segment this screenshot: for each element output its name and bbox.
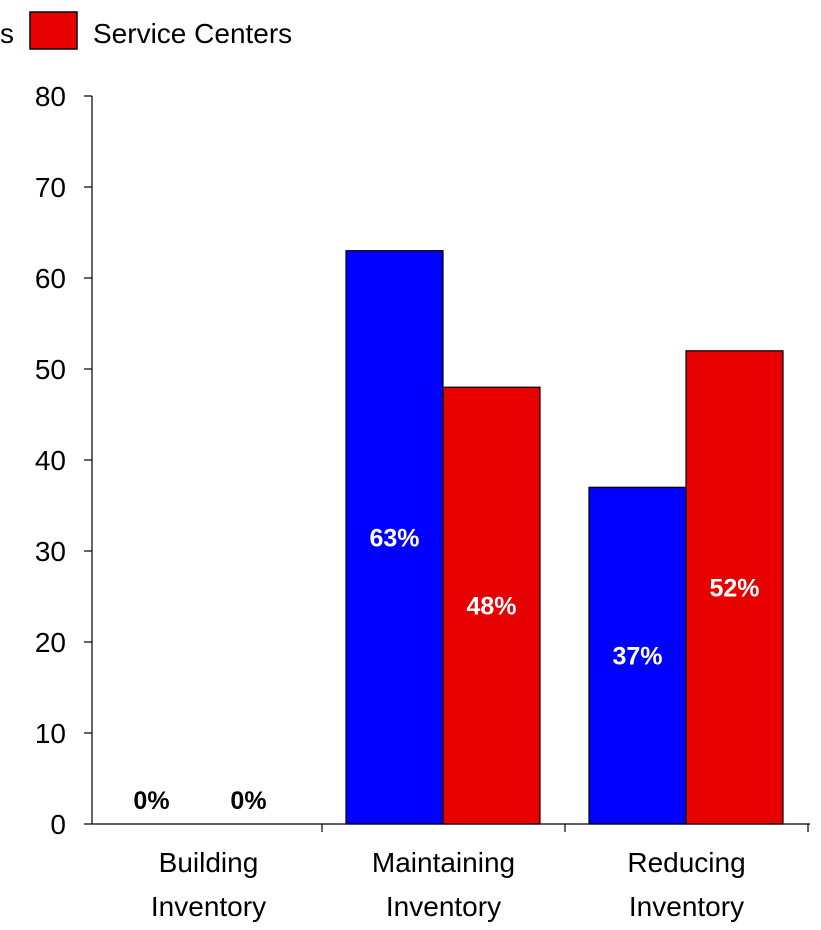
legend-swatch-service-centers	[29, 11, 78, 50]
bar-value-label: 48%	[466, 593, 516, 621]
bar-value-label: 63%	[369, 524, 419, 552]
x-category-label: Inventory	[151, 891, 266, 922]
y-tick-label: 0	[50, 809, 66, 840]
legend-label-partial: s	[0, 18, 14, 49]
bar-value-label: 0%	[230, 787, 266, 815]
bar	[345, 250, 444, 825]
x-category-label: Inventory	[386, 891, 501, 922]
y-tick-label: 20	[35, 627, 66, 658]
y-tick-label: 10	[35, 718, 66, 749]
bar-value-label: 52%	[709, 574, 759, 602]
bar-value-label: 0%	[133, 787, 169, 815]
y-tick-label: 50	[35, 354, 66, 385]
legend-label-service-centers: Service Centers	[93, 18, 292, 49]
legend: s Service Centers	[0, 11, 292, 50]
bar	[442, 386, 541, 825]
x-category-label: Maintaining	[372, 847, 515, 878]
data-labels: 0% 0% 63% 48% 37% 52%	[133, 524, 759, 815]
y-tick-label: 70	[35, 172, 66, 203]
bar	[685, 350, 784, 825]
y-axis: 0 10 20 30 40 50 60 70 80	[35, 81, 93, 840]
x-category-label: Reducing	[627, 847, 745, 878]
x-axis: Building Inventory Maintaining Inventory Red…	[92, 823, 810, 922]
x-category-label: Inventory	[629, 891, 744, 922]
bar-value-label: 37%	[612, 643, 662, 671]
y-tick-label: 40	[35, 445, 66, 476]
x-category-label: Building	[159, 847, 259, 878]
y-tick-label: 80	[35, 81, 66, 112]
y-tick-label: 30	[35, 536, 66, 567]
y-tick-label: 60	[35, 263, 66, 294]
